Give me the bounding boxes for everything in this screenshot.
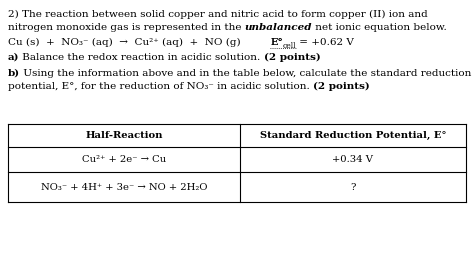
Text: a): a) [8, 53, 19, 62]
Text: NO₃⁻ + 4H⁺ + 3e⁻ → NO + 2H₂O: NO₃⁻ + 4H⁺ + 3e⁻ → NO + 2H₂O [41, 183, 207, 191]
Text: potential, E°, for the reduction of NO₃⁻ in acidic solution.: potential, E°, for the reduction of NO₃⁻… [8, 82, 313, 91]
Text: cell: cell [283, 42, 296, 50]
Text: Balance the redox reaction in acidic solution.: Balance the redox reaction in acidic sol… [19, 53, 264, 62]
Text: Cu (s)  +  NO₃⁻ (aq)  →  Cu²⁺ (aq)  +  NO (g): Cu (s) + NO₃⁻ (aq) → Cu²⁺ (aq) + NO (g) [8, 38, 241, 47]
Text: E°: E° [270, 38, 283, 47]
Text: nitrogen monoxide gas is represented in the: nitrogen monoxide gas is represented in … [8, 23, 245, 32]
Text: Standard Reduction Potential, E°: Standard Reduction Potential, E° [260, 131, 446, 140]
Text: 2) The reaction between solid copper and nitric acid to form copper (II) ion and: 2) The reaction between solid copper and… [8, 10, 428, 19]
Text: (2 points): (2 points) [264, 53, 321, 62]
Text: net ionic equation below.: net ionic equation below. [312, 23, 447, 32]
Text: = +0.62 V: = +0.62 V [296, 38, 354, 47]
Text: Cu²⁺ + 2e⁻ → Cu: Cu²⁺ + 2e⁻ → Cu [82, 155, 166, 164]
Text: E°: E° [270, 38, 283, 47]
Text: Using the information above and in the table below, calculate the standard reduc: Using the information above and in the t… [20, 69, 472, 78]
Text: +0.34 V: +0.34 V [332, 155, 374, 164]
Text: ?: ? [350, 183, 356, 191]
Text: Half-Reaction: Half-Reaction [85, 131, 163, 140]
Text: unbalanced: unbalanced [245, 23, 312, 32]
Text: b): b) [8, 69, 20, 78]
Text: (2 points): (2 points) [313, 82, 370, 91]
